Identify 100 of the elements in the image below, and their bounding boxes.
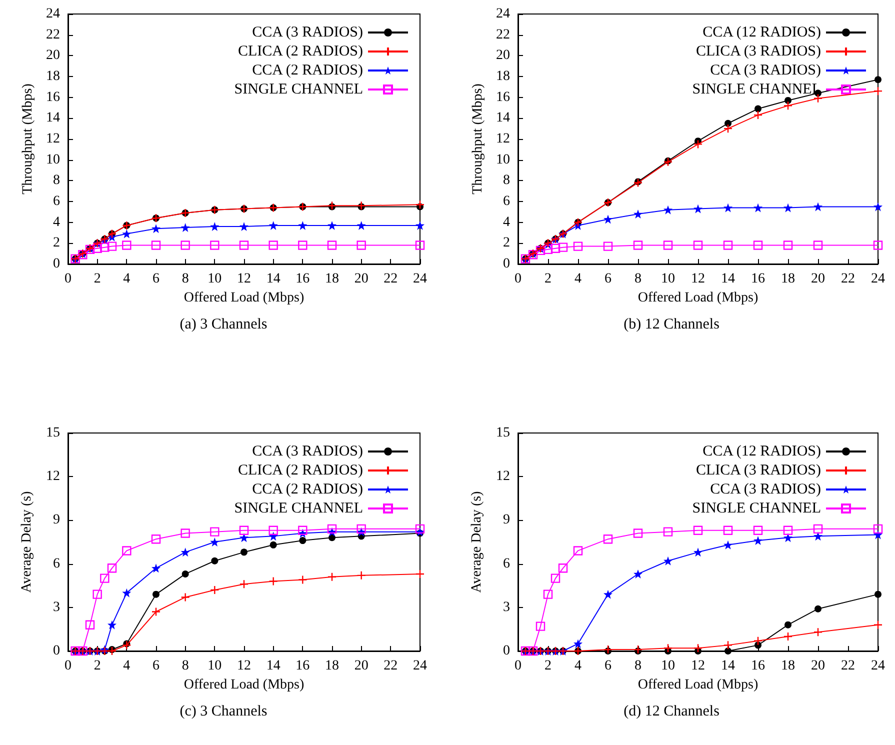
- x-tick-label: 12: [691, 272, 705, 286]
- y-tick-label: 2: [503, 236, 510, 251]
- y-tick-label: 6: [503, 194, 510, 209]
- x-tick-label: 10: [661, 272, 675, 286]
- x-tick-label: 16: [296, 658, 310, 674]
- x-tick-label: 14: [266, 658, 280, 674]
- legend-label: SINGLE CHANNEL: [234, 82, 363, 98]
- x-tick-label: 16: [751, 658, 765, 674]
- y-tick-label: 16: [496, 90, 510, 105]
- x-tick-label: 24: [413, 658, 427, 674]
- x-tick-label: 14: [266, 272, 280, 286]
- x-tick-label: 20: [354, 658, 368, 674]
- x-tick-label: 2: [544, 658, 552, 674]
- legend-label: SINGLE CHANNEL: [692, 82, 821, 98]
- x-tick-label: 8: [182, 272, 189, 286]
- x-tick-label: 0: [514, 272, 522, 286]
- y-tick-label: 14: [46, 110, 60, 126]
- x-tick-label: 18: [781, 272, 795, 286]
- y-tick-label: 0: [53, 644, 60, 658]
- y-axis-title: Throughput (Mbps): [20, 83, 36, 194]
- x-tick-label: 16: [751, 272, 765, 286]
- y-tick-label: 18: [496, 69, 510, 84]
- x-axis-title: Offered Load (Mbps): [184, 677, 304, 692]
- x-tick-label: 14: [721, 658, 735, 674]
- x-tick-label: 22: [384, 658, 398, 674]
- y-tick-label: 12: [496, 132, 510, 146]
- y-tick-label: 22: [496, 27, 510, 42]
- legend-label: CCA (2 RADIOS): [252, 62, 363, 78]
- y-tick-label: 3: [503, 600, 510, 615]
- x-tick-label: 10: [208, 272, 222, 286]
- y-tick-label: 10: [496, 152, 510, 168]
- x-tick-label: 20: [354, 272, 368, 286]
- legend-label: CCA (3 RADIOS): [710, 62, 821, 78]
- y-tick-label: 6: [53, 556, 60, 572]
- y-tick-label: 18: [46, 69, 60, 84]
- y-tick-label: 2: [53, 236, 60, 251]
- x-tick-label: 16: [296, 272, 310, 286]
- y-axis-title: Average Delay (s): [470, 490, 484, 593]
- x-tick-label: 12: [237, 272, 251, 286]
- y-tick-label: 15: [496, 426, 510, 440]
- y-tick-label: 10: [46, 152, 60, 168]
- y-tick-label: 4: [53, 214, 60, 230]
- y-tick-label: 12: [46, 132, 60, 146]
- y-tick-label: 24: [46, 6, 60, 22]
- x-tick-label: 6: [152, 272, 160, 286]
- x-tick-label: 22: [841, 272, 855, 286]
- x-tick-label: 2: [94, 658, 101, 674]
- x-tick-label: 2: [544, 272, 552, 286]
- legend-label: CLICA (3 RADIOS): [696, 462, 821, 478]
- x-tick-label: 18: [781, 658, 795, 674]
- x-tick-label: 4: [123, 272, 130, 286]
- x-tick-label: 4: [574, 272, 582, 286]
- text: (c) 3 Channels: [180, 704, 268, 720]
- x-axis-title: Offered Load (Mbps): [184, 290, 304, 306]
- x-tick-label: 10: [208, 658, 222, 674]
- x-tick-label: 0: [64, 658, 72, 674]
- x-tick-label: 24: [871, 658, 885, 674]
- y-tick-label: 12: [46, 469, 60, 484]
- y-tick-label: 0: [53, 256, 60, 272]
- text: (a) 3 Channels: [180, 316, 268, 332]
- y-tick-label: 3: [53, 600, 60, 615]
- x-tick-label: 24: [413, 272, 427, 286]
- legend-label: SINGLE CHANNEL: [692, 500, 821, 516]
- x-tick-label: 8: [182, 658, 189, 674]
- legend-label: CCA (2 RADIOS): [252, 482, 363, 498]
- y-tick-label: 14: [496, 110, 510, 126]
- y-tick-label: 20: [46, 48, 60, 64]
- y-tick-label: 0: [503, 644, 510, 658]
- y-tick-label: 4: [503, 214, 510, 230]
- y-axis-title: Average Delay (s): [20, 490, 34, 593]
- x-tick-label: 0: [514, 658, 522, 674]
- x-tick-label: 12: [691, 658, 705, 674]
- x-tick-label: 22: [384, 272, 398, 286]
- y-tick-label: 24: [496, 6, 510, 22]
- legend-label: SINGLE CHANNEL: [234, 500, 363, 516]
- x-tick-label: 12: [237, 658, 251, 674]
- y-tick-label: 6: [53, 194, 60, 209]
- x-tick-label: 20: [811, 658, 825, 674]
- x-tick-label: 8: [634, 272, 642, 286]
- legend-label: CCA (3 RADIOS): [252, 24, 363, 40]
- y-tick-label: 9: [503, 512, 510, 528]
- legend-label: CCA (3 RADIOS): [252, 444, 363, 460]
- y-tick-label: 9: [53, 512, 60, 528]
- legend-label: CCA (3 RADIOS): [710, 482, 821, 498]
- x-tick-label: 6: [604, 272, 612, 286]
- x-axis-title: Offered Load (Mbps): [638, 677, 758, 692]
- text: (d) 12 Channels: [624, 704, 720, 720]
- x-tick-label: 22: [841, 658, 855, 674]
- y-tick-label: 0: [503, 256, 510, 272]
- y-tick-label: 8: [53, 173, 60, 188]
- x-tick-label: 0: [64, 272, 72, 286]
- x-tick-label: 6: [604, 658, 612, 674]
- x-tick-label: 14: [721, 272, 735, 286]
- y-tick-label: 22: [46, 27, 60, 42]
- legend-label: CCA (12 RADIOS): [702, 444, 821, 460]
- legend-label: CCA (12 RADIOS): [702, 24, 821, 40]
- y-tick-label: 15: [46, 426, 60, 440]
- legend-label: CLICA (2 RADIOS): [238, 44, 363, 60]
- y-tick-label: 20: [496, 48, 510, 64]
- y-tick-label: 16: [46, 90, 60, 105]
